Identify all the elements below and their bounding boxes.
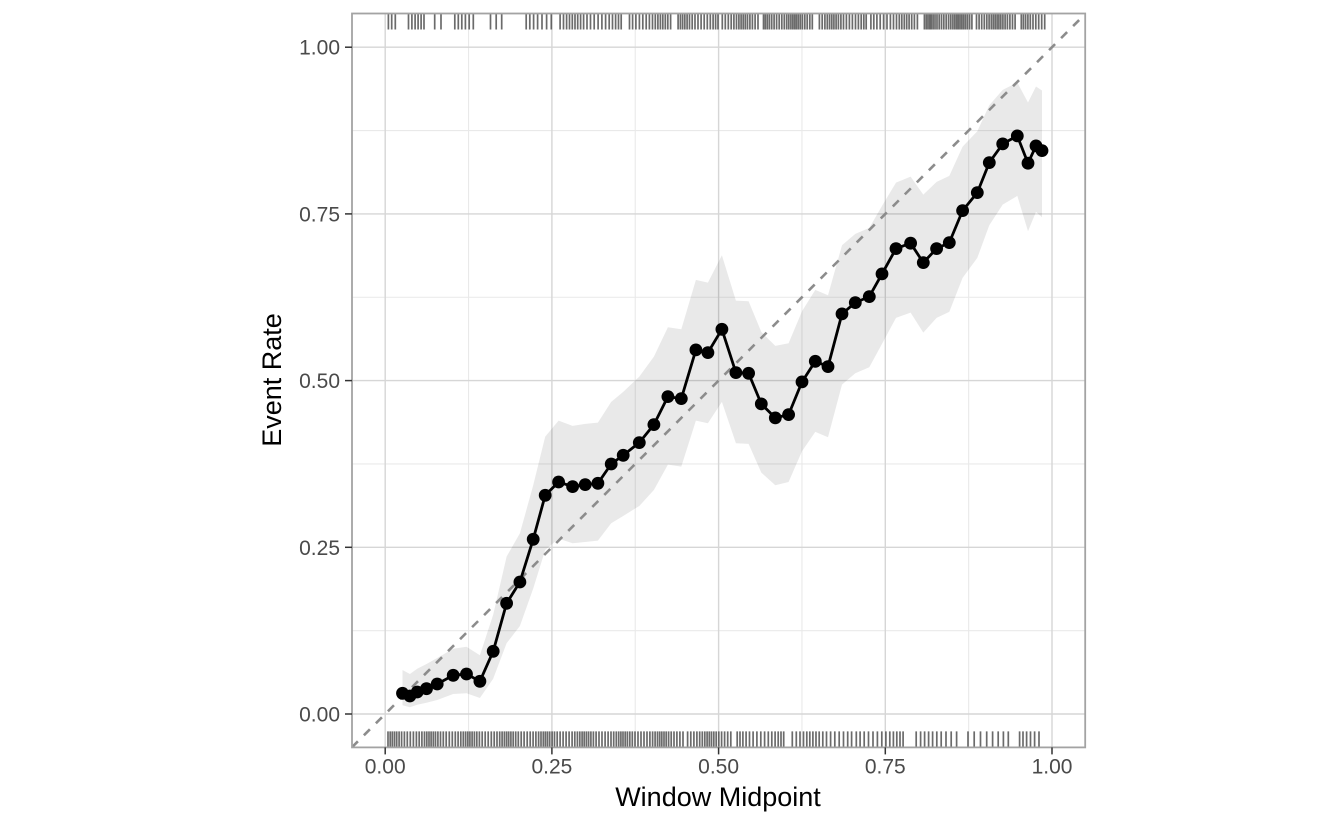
data-point	[742, 366, 755, 380]
data-point	[661, 390, 675, 403]
data-point	[1021, 156, 1035, 170]
data-point	[513, 575, 527, 589]
data-point	[982, 156, 996, 170]
y-axis-title: Event Rate	[257, 313, 287, 447]
rug-bottom	[387, 731, 1040, 748]
data-point	[578, 478, 592, 491]
y-tick-label: 0.75	[299, 203, 340, 226]
data-point	[1010, 129, 1024, 143]
data-point	[460, 667, 473, 681]
data-point	[591, 476, 605, 490]
data-point	[674, 392, 688, 405]
data-point	[538, 488, 552, 502]
data-point	[848, 296, 862, 309]
data-point	[604, 457, 618, 471]
data-point	[862, 290, 876, 303]
x-tick-label: 0.00	[365, 755, 406, 778]
data-point	[942, 236, 956, 250]
data-point	[930, 242, 943, 256]
data-point	[632, 436, 646, 449]
data-point	[889, 242, 903, 256]
axis-tick-labels: 0.00 0.25 0.50 0.75 1.00 0.00 0.25 0.50 0.75 1.00	[299, 37, 1072, 779]
data-point	[754, 397, 768, 411]
data-point	[647, 418, 661, 431]
data-point	[875, 267, 889, 281]
confidence-band	[402, 82, 1042, 708]
y-tick-label: 1.00	[299, 37, 340, 60]
data-point	[996, 137, 1010, 151]
plot-area	[352, 13, 1086, 748]
x-tick-label: 1.00	[1032, 755, 1073, 778]
data-point	[835, 307, 849, 321]
data-point	[970, 186, 984, 200]
data-point	[795, 375, 809, 389]
y-tick-label: 0.50	[299, 370, 340, 393]
data-point	[715, 322, 729, 336]
data-point	[916, 256, 930, 269]
y-tick-label: 0.25	[299, 537, 340, 560]
axis-tick-marks	[345, 46, 1053, 755]
data-point	[430, 677, 444, 691]
data-point	[420, 682, 433, 696]
data-point	[526, 532, 540, 546]
data-point	[1035, 144, 1049, 158]
data-point	[768, 411, 782, 425]
data-point	[689, 343, 703, 357]
data-point	[701, 346, 715, 359]
major-gridlines	[352, 13, 1086, 748]
rug-top	[387, 13, 1046, 30]
x-tick-label: 0.50	[698, 755, 739, 778]
x-tick-label: 0.75	[865, 755, 906, 778]
y-tick-label: 0.00	[299, 704, 340, 727]
data-points	[396, 129, 1049, 703]
data-point	[552, 475, 565, 489]
data-point	[808, 354, 822, 368]
data-point	[729, 366, 743, 379]
data-point	[956, 204, 969, 218]
data-point	[904, 236, 917, 250]
identity-reference-line	[352, 13, 1086, 748]
data-point	[473, 674, 487, 688]
data-point	[566, 480, 579, 493]
data-point	[486, 644, 500, 658]
data-point	[500, 596, 513, 610]
data-point	[446, 668, 460, 682]
x-tick-label: 0.25	[531, 755, 572, 778]
data-point	[782, 408, 795, 421]
x-axis-title: Window Midpoint	[615, 782, 821, 812]
data-point	[616, 448, 630, 462]
data-point	[821, 360, 835, 373]
